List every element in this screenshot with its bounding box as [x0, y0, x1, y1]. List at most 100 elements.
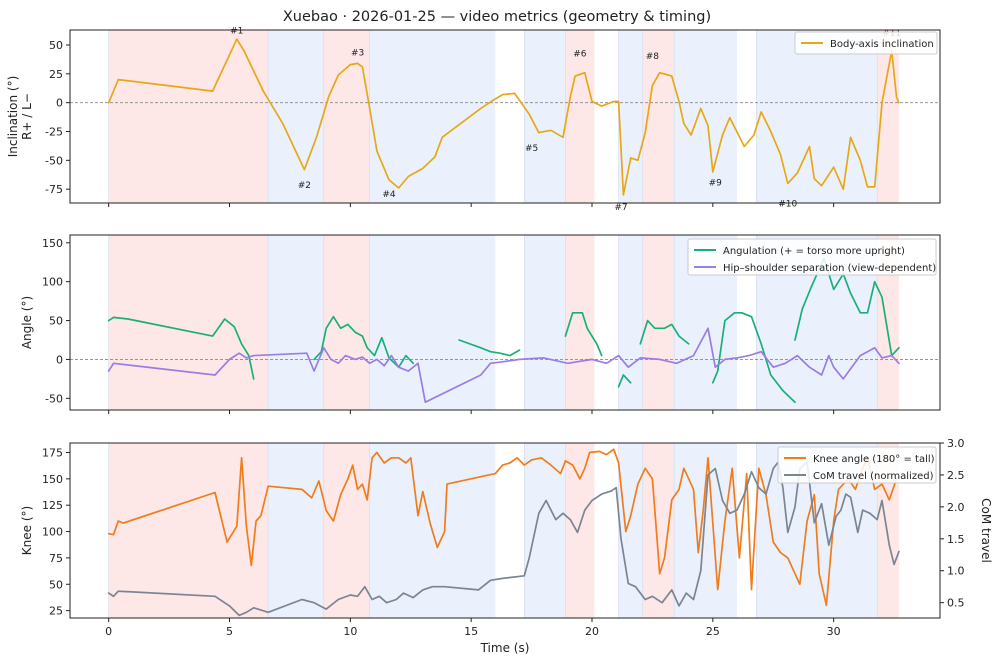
y-tick-label: -75: [45, 183, 63, 196]
phase-band: [674, 443, 737, 618]
series-line-com: [107, 461, 900, 617]
phase-band: [674, 30, 737, 203]
phase-band: [565, 443, 595, 618]
phase-band: [268, 30, 324, 203]
y-tick-label: -50: [45, 392, 63, 405]
series-line-angulation-seg4: [617, 374, 632, 388]
y-tick-label: 25: [49, 605, 63, 618]
panels: #1#2#3#4#5#6#7#8#9#10#1150250-25-50-75In…: [6, 26, 993, 655]
series-line-angulation-seg6: [711, 311, 796, 404]
phase-band: [108, 443, 269, 618]
phase-band: [369, 30, 496, 203]
y-right-tick-label: 0.5: [947, 597, 965, 610]
x-tick-label: 15: [464, 625, 478, 638]
phase-band: [323, 235, 370, 410]
y-right-tick-label: 2.5: [947, 469, 965, 482]
legend-box: [794, 31, 938, 55]
x-tick-label: 5: [226, 625, 233, 638]
annotation-label: #1: [230, 26, 243, 36]
series-line-inclination: [107, 38, 900, 196]
series-line-angulation-seg3: [564, 311, 603, 357]
legend-box: [777, 446, 937, 484]
y-axis-label: Angle (°): [20, 296, 34, 349]
y-right-tick-label: 3.0: [947, 437, 965, 450]
series-line-angulation-seg5: [639, 319, 690, 345]
panel-inclination: #1#2#3#4#5#6#7#8#9#10#1150250-25-50-75In…: [6, 26, 941, 213]
legend-entry: Knee angle (180° = tall): [813, 454, 935, 465]
annotation-label: #9: [709, 179, 723, 189]
phase-band: [877, 235, 899, 410]
y-tick-label: -25: [45, 125, 63, 138]
x-tick-label: 20: [585, 625, 599, 638]
series-line-separation: [107, 327, 900, 404]
x-tick-label: 25: [706, 625, 720, 638]
panel-knee: 0 5 10 15 20 25 30 175 150 125 100 75 50 25 3.0 2.5 2.0 1…: [20, 437, 993, 655]
legend-entry: Angulation (+ = torso more upright): [723, 246, 905, 257]
annotation-label: #6: [573, 50, 587, 60]
axes-frame: [69, 234, 941, 411]
y-right-tick-label: 1.5: [947, 533, 965, 546]
phase-band: [524, 235, 566, 410]
figure-title: Xuebao · 2026-01-25 — video metrics (geo…: [283, 9, 711, 25]
series-line-angulation-seg0: [107, 316, 255, 380]
y-tick-label: 100: [42, 526, 63, 539]
legend-entry: Hip–shoulder separation (view-dependent): [723, 263, 936, 274]
x-tick-label: 0: [105, 625, 112, 638]
y-right-axis-label: CoM travel: [979, 498, 993, 563]
phase-band: [618, 235, 643, 410]
x-axis-label: Time (s): [480, 641, 530, 655]
y-tick-label: 0: [56, 97, 63, 110]
y-tick-label: 50: [49, 578, 63, 591]
phase-band: [524, 443, 566, 618]
y-axis-label: Knee (°): [20, 506, 34, 555]
series-line-knee: [107, 448, 900, 607]
y-tick-label: 100: [42, 276, 63, 289]
y-tick-label: 50: [49, 315, 63, 328]
y-tick-label: 75: [49, 552, 63, 565]
y-axis-label: Inclination (°): [6, 76, 20, 158]
phase-band: [108, 235, 269, 410]
phase-band: [108, 30, 269, 203]
panel-angle: 150 100 50 0 -50 Angle (°) Angulation (+ = tor…: [20, 234, 941, 414]
annotation-label: #8: [646, 52, 660, 62]
y-tick-label: 150: [42, 473, 63, 486]
legend: Knee angle (180° = tall) CoM travel (norm…: [777, 446, 937, 484]
phase-band: [268, 443, 324, 618]
phase-band: [618, 443, 643, 618]
phase-band: [565, 30, 595, 203]
series-line-angulation-seg2: [458, 339, 521, 357]
y-tick-label: 25: [49, 68, 63, 81]
series-line-angulation-seg1: [313, 315, 415, 369]
phase-band: [323, 443, 370, 618]
y-tick-label: 50: [49, 39, 63, 52]
y-tick-label: 150: [42, 237, 63, 250]
annotation-label: #7: [614, 203, 627, 213]
y-right-tick-label: 2.0: [947, 501, 965, 514]
phase-band: [268, 235, 324, 410]
phase-band: [323, 30, 370, 203]
legend: Angulation (+ = torso more upright) Hip–s…: [687, 238, 937, 276]
y-axis-label: R+ / L−: [20, 93, 34, 140]
phase-band: [642, 235, 675, 410]
legend-box: [687, 238, 937, 276]
annotation-label: #4: [382, 190, 396, 200]
x-tick-label: 10: [343, 625, 357, 638]
legend-entry: Body-axis inclination: [830, 39, 934, 50]
legend: Body-axis inclination: [794, 31, 938, 55]
phase-band: [369, 235, 496, 410]
annotation-label: #2: [298, 181, 311, 191]
y-right-tick-label: 1.0: [947, 565, 965, 578]
axes-frame: [69, 29, 941, 204]
phase-band: [756, 30, 878, 203]
annotation-label: #3: [351, 48, 364, 58]
annotation-label: #5: [525, 144, 538, 154]
y-tick-label: 175: [42, 446, 63, 459]
series-line-angulation-seg7: [794, 257, 900, 357]
y-tick-label: -50: [45, 154, 63, 167]
y-tick-label: 125: [42, 499, 63, 512]
annotation-label: #10: [778, 199, 797, 209]
x-tick-label: 30: [827, 625, 841, 638]
legend-entry: CoM travel (normalized): [813, 471, 934, 482]
axes-frame: [69, 442, 941, 619]
